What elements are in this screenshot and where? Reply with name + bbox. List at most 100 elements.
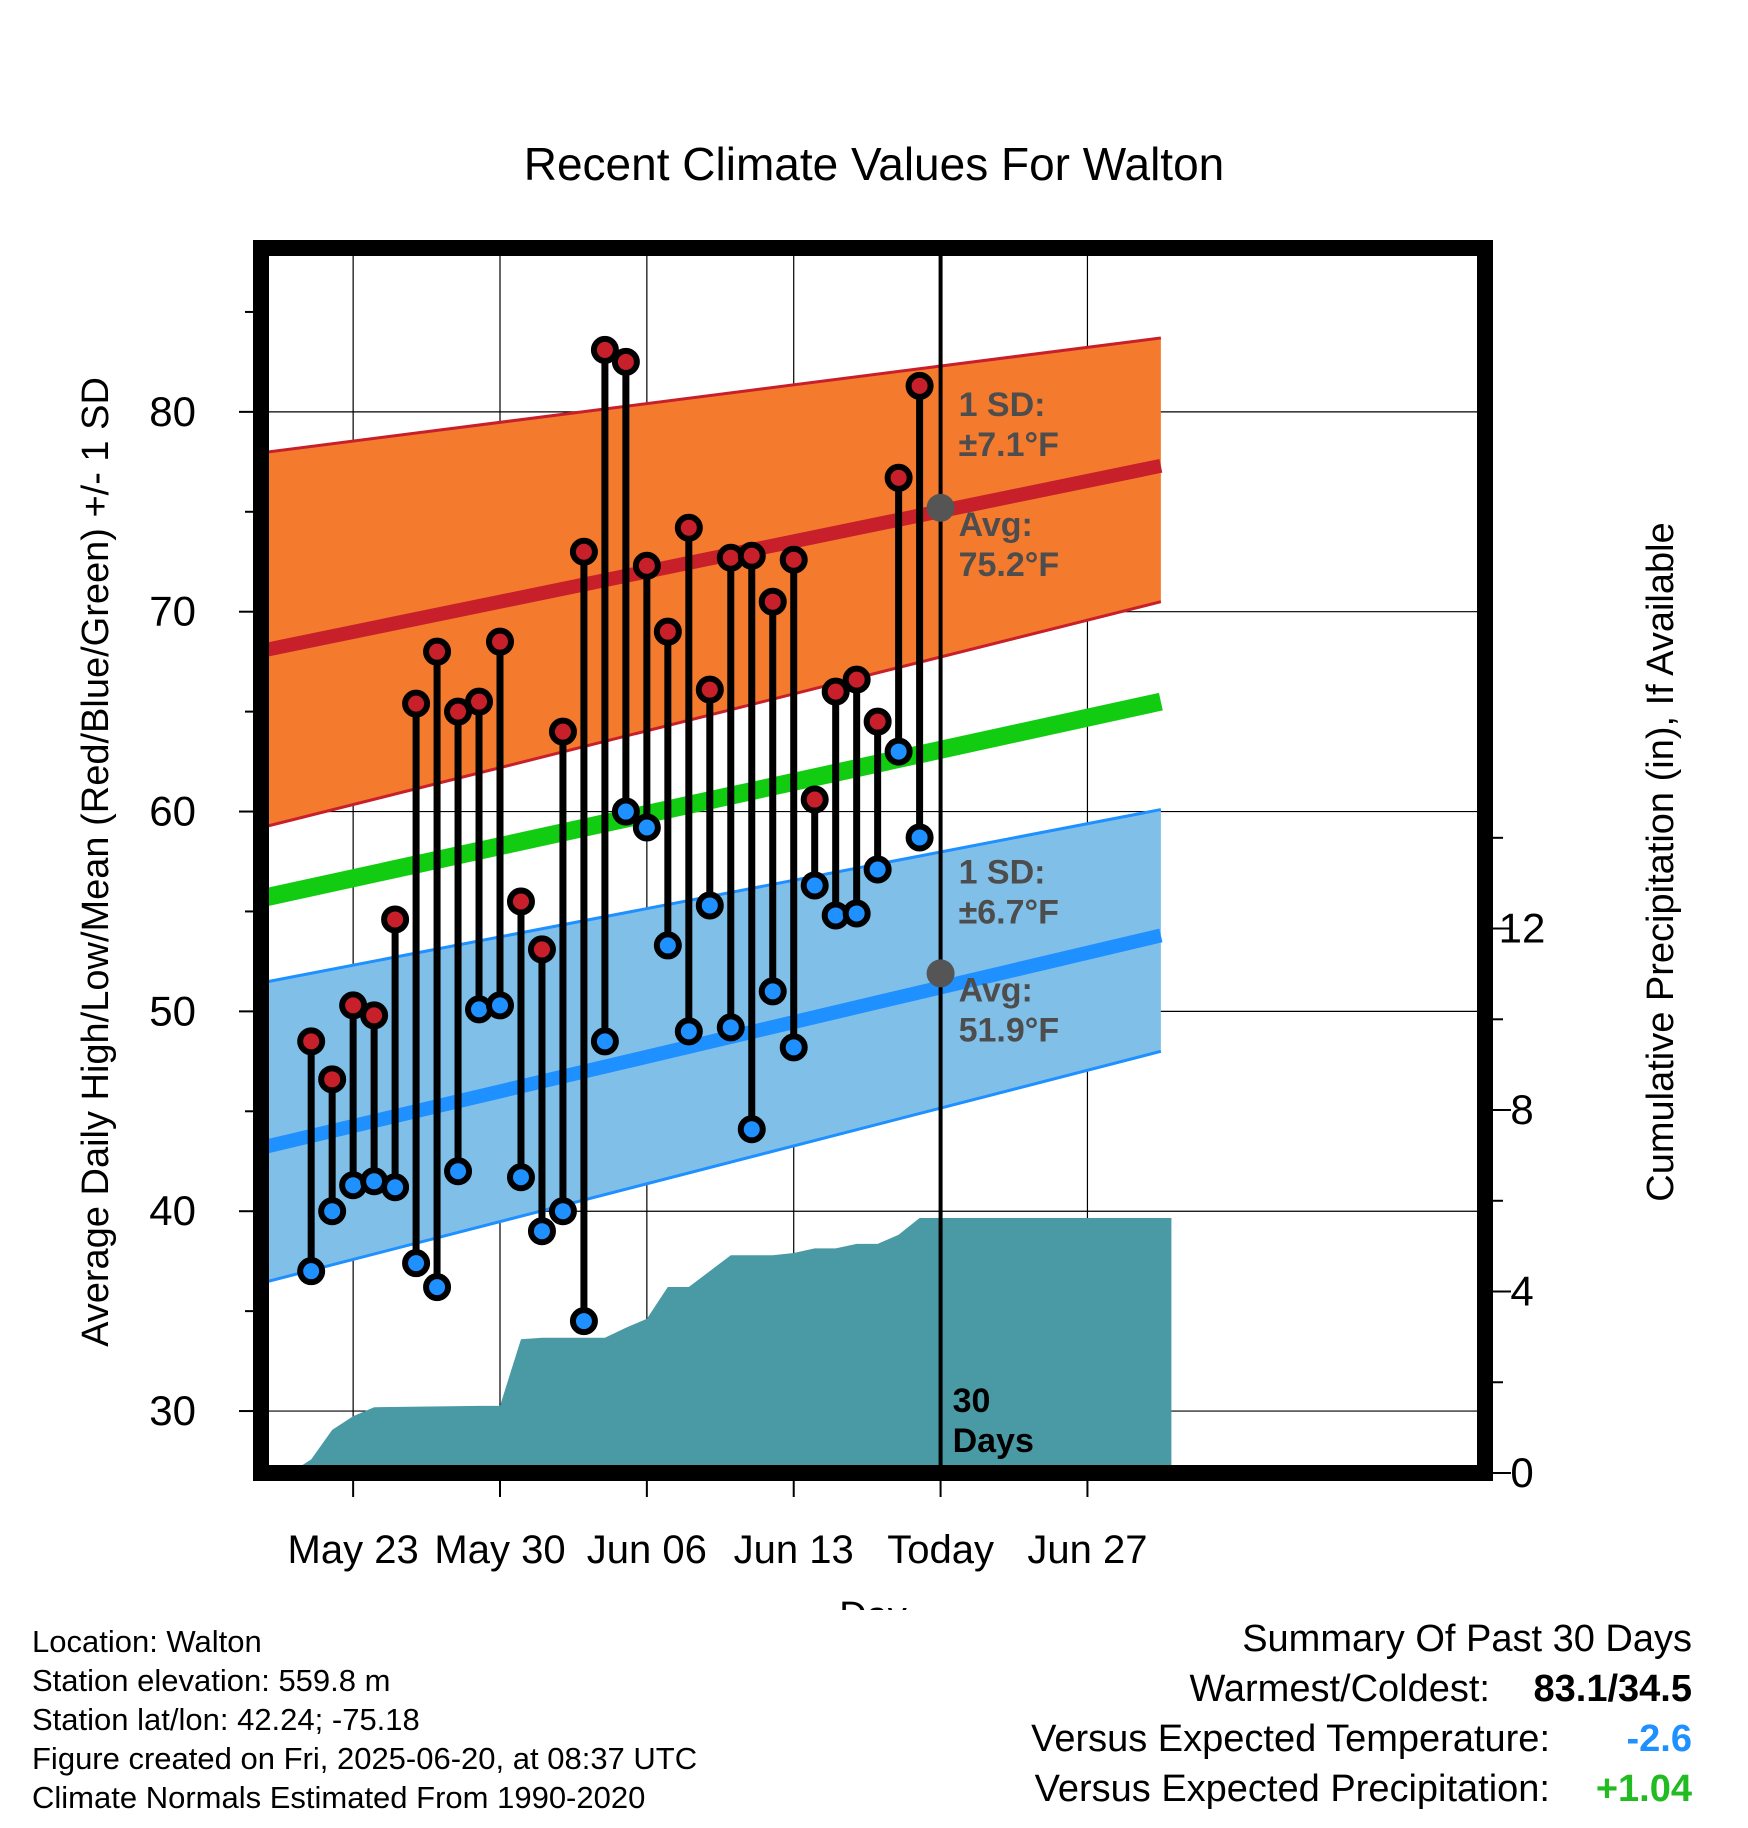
low-point <box>863 855 892 884</box>
low-point <box>590 1027 619 1056</box>
climate-chart: Recent Climate Values For Walton 1 SD:±7… <box>75 138 1682 1610</box>
mean-normal-line <box>261 692 1163 908</box>
high-point <box>381 905 410 934</box>
low-point <box>800 871 829 900</box>
low-point <box>632 813 661 842</box>
elevation-text: Station elevation: 559.8 m <box>32 1663 391 1698</box>
low-point <box>548 1197 577 1226</box>
high-avg-value: 75.2°F <box>959 546 1060 584</box>
high-point <box>402 689 431 718</box>
summary-title: Summary Of Past 30 Days <box>1242 1618 1692 1660</box>
warm-cold-value: 83.1/34.5 <box>1533 1668 1692 1710</box>
low-point <box>611 797 640 826</box>
y-tick-label: 40 <box>149 1187 196 1234</box>
x-tick-label: Jun 06 <box>587 1528 707 1572</box>
created-text: Figure created on Fri, 2025-06-20, at 08… <box>32 1741 698 1776</box>
chart-title: Recent Climate Values For Walton <box>524 138 1225 190</box>
plot-frame <box>253 240 1493 1481</box>
low-point <box>444 1157 473 1186</box>
x-tick-label: Jun 13 <box>734 1528 854 1572</box>
low-avg-value: 51.9°F <box>959 1011 1060 1049</box>
high-point <box>674 513 703 542</box>
y-tick-label: 80 <box>149 388 196 435</box>
y2-axis-label: Cumulative Precipitation (in), If Availa… <box>1640 522 1682 1201</box>
x-tick-label: May 30 <box>434 1528 565 1572</box>
temp-label: Versus Expected Temperature: <box>1031 1718 1550 1760</box>
high-point <box>569 537 598 566</box>
high-point <box>695 675 724 704</box>
high-upper-edge <box>261 336 1162 455</box>
precipitation-area <box>290 1218 1172 1473</box>
summary-panel: Summary Of Past 30 Days Warmest/Coldest:… <box>1031 1614 1692 1814</box>
high-point <box>821 677 850 706</box>
high-point <box>632 551 661 580</box>
low-sd-value: ±6.7°F <box>959 893 1059 931</box>
y-tick-label: 50 <box>149 987 196 1034</box>
x-tick-label: Today <box>887 1528 994 1572</box>
station-info: Location: Walton Station elevation: 559.… <box>32 1622 697 1817</box>
low-avg-label: Avg: <box>959 971 1033 1009</box>
high-point <box>863 707 892 736</box>
y2-tick-label: 0 <box>1510 1449 1533 1496</box>
high-point <box>842 665 871 694</box>
y-tick-label: 70 <box>149 588 196 635</box>
high-point <box>884 463 913 492</box>
high-point <box>423 637 452 666</box>
high-sd-value: ±7.1°F <box>959 426 1059 464</box>
low-point <box>779 1033 808 1062</box>
low-point <box>905 823 934 852</box>
low-point <box>506 1163 535 1192</box>
low-point <box>674 1017 703 1046</box>
low-point <box>527 1217 556 1246</box>
high-point <box>444 697 473 726</box>
high-point <box>465 687 494 716</box>
x-tick-label: May 23 <box>288 1528 419 1572</box>
high-point <box>339 991 368 1020</box>
warm-cold-label: Warmest/Coldest: <box>1189 1668 1490 1710</box>
latlon-text: Station lat/lon: 42.24; -75.18 <box>32 1702 420 1737</box>
window-days-number: 30 <box>953 1382 991 1420</box>
normals-text: Climate Normals Estimated From 1990-2020 <box>32 1780 646 1815</box>
low-avg-marker <box>926 959 955 988</box>
precip-label: Versus Expected Precipitation: <box>1034 1768 1550 1810</box>
high-point <box>758 587 787 616</box>
low-point <box>486 991 514 1020</box>
high-point <box>590 335 619 364</box>
high-point <box>297 1027 326 1056</box>
high-point <box>653 617 682 646</box>
y2-tick-label: 4 <box>1510 1268 1533 1315</box>
low-sd-label: 1 SD: <box>959 853 1046 891</box>
precip-value: +1.04 <box>1595 1768 1692 1810</box>
high-point <box>527 935 556 964</box>
high-point <box>360 1001 389 1030</box>
high-point <box>800 785 829 814</box>
y-tick-label: 60 <box>149 788 196 835</box>
summary-warm-cold: Warmest/Coldest: 83.1/34.5 <box>1031 1664 1692 1714</box>
summary-precip: Versus Expected Precipitation: +1.04 <box>1031 1764 1692 1814</box>
low-point <box>842 899 871 928</box>
high-point <box>548 717 577 746</box>
x-tick-label: Jun 27 <box>1027 1528 1147 1572</box>
low-point <box>569 1307 598 1336</box>
low-point <box>737 1115 766 1144</box>
high-point <box>486 627 514 656</box>
y-axis-label: Average Daily High/Low/Mean (Red/Blue/Gr… <box>75 377 117 1347</box>
low-point <box>402 1249 431 1278</box>
low-point <box>381 1173 410 1202</box>
high-normal-line <box>261 458 1163 659</box>
summary-temp: Versus Expected Temperature: -2.6 <box>1031 1714 1692 1764</box>
y2-tick-label: 8 <box>1510 1086 1533 1133</box>
low-point <box>653 931 682 960</box>
high-avg-marker <box>926 493 955 522</box>
high-sd-label: 1 SD: <box>959 386 1046 424</box>
low-point <box>695 891 724 920</box>
high-avg-label: Avg: <box>959 506 1033 544</box>
window-days-text: Days <box>953 1422 1034 1460</box>
high-point <box>905 371 934 400</box>
location-text: Location: Walton <box>32 1624 262 1659</box>
low-lower-edge <box>261 1049 1162 1285</box>
high-point <box>506 887 535 916</box>
high-point <box>318 1065 347 1094</box>
temp-value: -2.6 <box>1626 1718 1692 1760</box>
